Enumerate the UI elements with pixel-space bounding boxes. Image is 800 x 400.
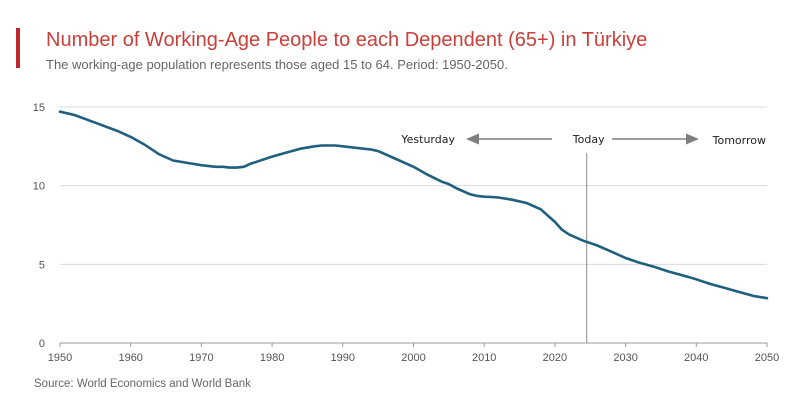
x-tick-label: 1960 [118, 352, 142, 364]
series-line [58, 110, 769, 300]
x-tick-label: 2010 [472, 352, 496, 364]
y-tick-label: 5 [39, 259, 45, 271]
x-tick-label: 1990 [331, 352, 355, 364]
title-accent-bar [16, 28, 20, 68]
tomorrow-label: Tomorrow [712, 134, 766, 147]
yesterday-label: Yesturday [400, 133, 455, 146]
x-tick-label: 2030 [613, 352, 637, 364]
y-tick-label: 10 [33, 181, 45, 193]
x-tick-label: 2000 [401, 352, 425, 364]
right-arrowhead [686, 133, 699, 145]
axes: 0 5 10 15 1950 1960 1970 1980 1990 2000 2010 2020 20… [33, 102, 779, 364]
x-tick-label: 2050 [755, 352, 779, 364]
chart-title: Number of Working-Age People to each Dep… [46, 29, 648, 51]
x-tick-label: 1970 [189, 352, 213, 364]
annotations: Today Yesturday Tomorrow [400, 133, 766, 343]
x-tick-label: 2020 [543, 352, 567, 364]
x-tick-label: 1950 [48, 352, 72, 364]
x-tick-label: 2040 [684, 352, 708, 364]
today-label: Today [572, 133, 605, 146]
source-note: Source: World Economics and World Bank [34, 378, 251, 390]
y-tick-label: 15 [33, 102, 45, 114]
x-tick-label: 1980 [260, 352, 284, 364]
y-tick-label: 0 [39, 338, 45, 350]
chart-subtitle: The working-age population represents th… [46, 57, 508, 72]
left-arrowhead [466, 133, 479, 145]
